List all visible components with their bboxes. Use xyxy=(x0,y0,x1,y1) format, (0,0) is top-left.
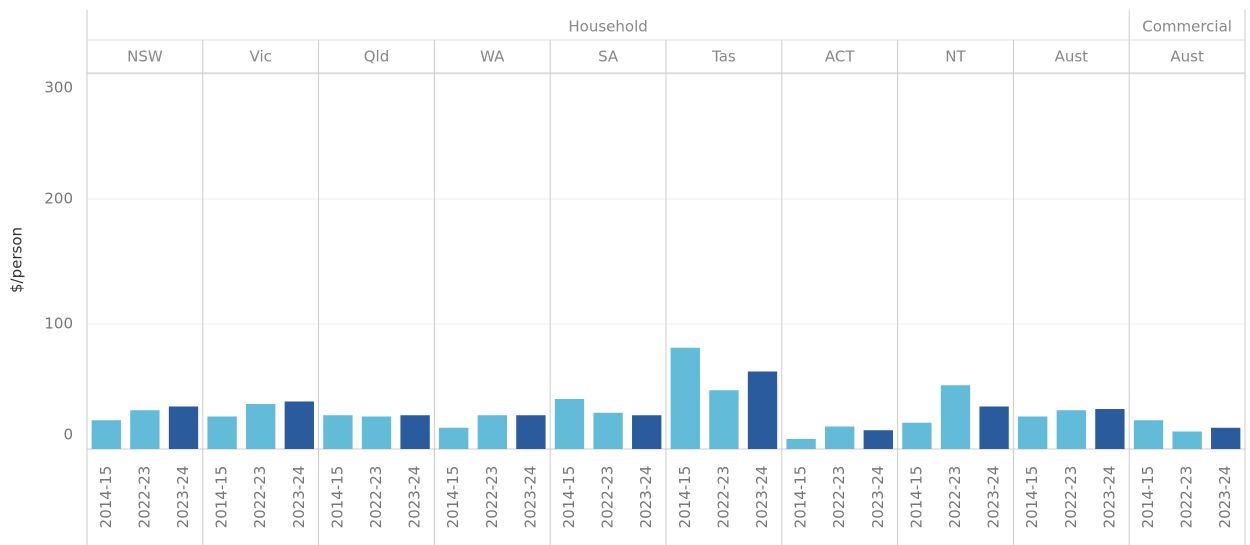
bar xyxy=(747,371,778,449)
x-tick-label: 2022-23 xyxy=(830,466,848,529)
bar xyxy=(400,415,430,449)
y-tick-label: 300 xyxy=(44,79,73,97)
x-tick-label: 2023-24 xyxy=(290,466,308,529)
y-tick-label: 200 xyxy=(44,190,73,208)
group-label: Commercial xyxy=(1142,18,1232,36)
x-tick-label: 2014-15 xyxy=(560,466,578,529)
x-tick-label: 2014-15 xyxy=(792,466,810,529)
x-tick-label: 2014-15 xyxy=(444,466,462,529)
x-tick-label: 2022-23 xyxy=(1062,466,1080,529)
x-tick-label: 2014-15 xyxy=(213,466,231,529)
x-tick-label: 2023-24 xyxy=(406,466,424,529)
x-tick-label: 2023-24 xyxy=(869,466,887,529)
x-tick-label: 2014-15 xyxy=(676,466,694,529)
x-tick-label: 2022-23 xyxy=(1178,466,1196,529)
bar xyxy=(1095,409,1125,449)
x-tick-label: 2022-23 xyxy=(714,466,732,529)
x-tick-label: 2023-24 xyxy=(521,466,539,529)
x-tick-label: 2022-23 xyxy=(251,466,269,529)
bar xyxy=(516,415,546,449)
bar xyxy=(130,410,160,449)
bar xyxy=(786,439,816,449)
x-tick-label: 2022-23 xyxy=(135,466,153,529)
panel-label: NSW xyxy=(127,48,163,66)
panel-label: ACT xyxy=(825,48,855,66)
bar xyxy=(902,422,932,449)
x-tick-label: 2023-24 xyxy=(1100,466,1118,529)
x-tick-label: 2022-23 xyxy=(483,466,501,529)
panel-label: WA xyxy=(480,48,505,66)
x-tick-label: 2022-23 xyxy=(946,466,964,529)
bar xyxy=(91,420,121,449)
panel-label: Tas xyxy=(711,48,736,66)
bar xyxy=(593,412,623,449)
bar xyxy=(825,426,855,449)
x-tick-label: 2023-24 xyxy=(753,466,771,529)
panel-label: Vic xyxy=(250,48,272,66)
y-tick-label: 100 xyxy=(44,315,73,333)
panel-label: SA xyxy=(598,48,619,66)
bar xyxy=(1172,431,1202,449)
x-tick-label: 2022-23 xyxy=(367,466,385,529)
bar xyxy=(323,415,353,449)
x-tick-label: 2014-15 xyxy=(907,466,925,529)
bar xyxy=(863,430,893,449)
bar xyxy=(1133,420,1164,449)
bar xyxy=(632,415,662,449)
x-tick-label: 2022-23 xyxy=(599,466,617,529)
bar xyxy=(979,406,1009,449)
panel-label: Aust xyxy=(1170,48,1204,66)
panel-label: Aust xyxy=(1055,48,1089,66)
bar xyxy=(361,416,392,449)
y-axis-label: $/person xyxy=(8,227,26,293)
x-tick-label: 2014-15 xyxy=(1139,466,1157,529)
x-tick-label: 2014-15 xyxy=(1023,466,1041,529)
group-label: Household xyxy=(568,18,647,36)
bar xyxy=(670,347,700,449)
x-tick-label: 2023-24 xyxy=(174,466,192,529)
bar xyxy=(284,401,314,449)
bar xyxy=(1211,427,1241,449)
bar xyxy=(1018,416,1048,449)
panel-label: Qld xyxy=(364,48,390,66)
x-tick-label: 2023-24 xyxy=(637,466,655,529)
bar xyxy=(554,399,585,449)
x-tick-label: 2014-15 xyxy=(97,466,115,529)
bar xyxy=(168,406,199,449)
bar xyxy=(709,390,739,449)
bar xyxy=(439,427,469,449)
panel-label: NT xyxy=(945,48,966,66)
bar xyxy=(940,385,971,449)
bar xyxy=(246,404,276,449)
bar xyxy=(477,415,507,449)
x-tick-label: 2014-15 xyxy=(328,466,346,529)
y-tick-label: 0 xyxy=(63,426,73,444)
x-tick-label: 2023-24 xyxy=(985,466,1003,529)
bar xyxy=(207,416,237,449)
bar xyxy=(1056,410,1086,449)
x-tick-label: 2023-24 xyxy=(1216,466,1234,529)
